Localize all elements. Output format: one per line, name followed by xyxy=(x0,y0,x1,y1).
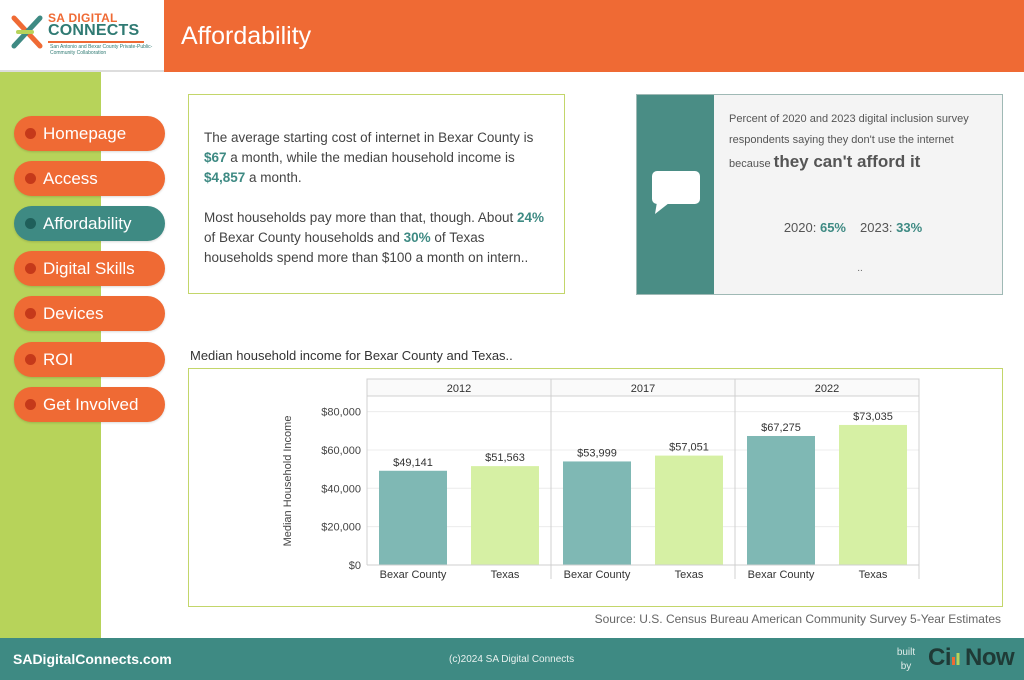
bar-value-label: $67,275 xyxy=(761,422,801,434)
summary-text: of Texas households spend more than $100… xyxy=(204,230,529,265)
cinow-ci: Ci xyxy=(928,644,952,671)
y-tick-label: $0 xyxy=(349,560,361,572)
nav-item-get-involved[interactable]: Get Involved xyxy=(14,387,165,422)
survey-question: Percent of 2020 and 2023 digital inclusi… xyxy=(729,109,991,175)
survey-emphasis: they can't afford it xyxy=(773,152,921,171)
footer: SADigitalConnects.com (c)2024 SA Digital… xyxy=(0,638,1024,680)
panel-year-label: 2017 xyxy=(631,383,655,395)
y-tick-label: $60,000 xyxy=(321,445,361,457)
summary-text: a month, while the median household inco… xyxy=(226,150,515,165)
bar xyxy=(563,461,631,565)
page-title: Affordability xyxy=(181,22,312,50)
panel-year-label: 2022 xyxy=(815,383,839,395)
nav-item-devices[interactable]: Devices xyxy=(14,296,165,331)
survey-intro: Percent of 2020 and 2023 digital inclusi… xyxy=(729,113,969,170)
y-axis-label: Median Household Income xyxy=(282,416,294,547)
stat-2020-label: 2020: xyxy=(783,220,820,235)
bullet-icon xyxy=(25,263,36,274)
logo-main-text: CONNECTS xyxy=(48,22,140,39)
bullet-icon xyxy=(25,128,36,139)
summary-text: a month. xyxy=(245,170,302,185)
summary-text: of Bexar County households and xyxy=(204,230,404,245)
texas-share-value: 30% xyxy=(403,230,431,245)
y-tick-label: $40,000 xyxy=(321,483,361,495)
logo-subtitle: San Antonio and Bexar County Private-Pub… xyxy=(50,44,153,56)
bar xyxy=(839,424,907,565)
cinow-logo[interactable]: Ci Now xyxy=(928,644,1015,672)
bar xyxy=(655,455,723,565)
bullet-icon xyxy=(25,308,36,319)
nav-item-affordability[interactable]: Affordability xyxy=(14,206,165,241)
x-category-label: Texas xyxy=(491,569,520,581)
stat-2023-label: 2023: xyxy=(860,220,897,235)
speech-bubble-icon xyxy=(652,171,700,214)
cinow-now: Now xyxy=(965,644,1015,671)
survey-more: .. xyxy=(857,263,863,274)
bar xyxy=(379,470,447,565)
bullet-icon xyxy=(25,173,36,184)
nav-label: Access xyxy=(43,169,98,188)
nav-label: Homepage xyxy=(43,124,127,143)
nav-label: ROI xyxy=(43,350,74,369)
stat-2020-value: 65% xyxy=(819,220,846,235)
x-category-label: Bexar County xyxy=(564,569,631,581)
stat-2023-value: 33% xyxy=(896,220,923,235)
survey-card: Percent of 2020 and 2023 digital inclusi… xyxy=(636,94,1003,295)
survey-stats: 2020: 65% 2023: 33% xyxy=(729,220,991,235)
bullet-icon xyxy=(25,399,36,410)
bullet-icon xyxy=(25,354,36,365)
panel-year-label: 2012 xyxy=(447,383,471,395)
internet-cost-value: $67 xyxy=(204,150,227,165)
summary-text: Most households pay more than that, thou… xyxy=(204,210,517,225)
bar-value-label: $49,141 xyxy=(393,457,433,469)
bexar-share-value: 24% xyxy=(516,210,544,225)
chart-title: Median household income for Bexar County… xyxy=(190,348,513,363)
summary-paragraph-spend: Most households pay more than that, thou… xyxy=(204,208,550,268)
logo-x-icon xyxy=(11,15,43,49)
bar-value-label: $57,051 xyxy=(669,442,709,454)
nav-label: Digital Skills xyxy=(43,259,135,278)
x-category-label: Texas xyxy=(675,569,704,581)
income-bar-chart: Median Household Income $0 $20,000 $40,000 $… xyxy=(282,378,920,581)
nav-item-homepage[interactable]: Homepage xyxy=(14,116,165,151)
nav-label: Affordability xyxy=(43,214,132,233)
logo[interactable]: SA DIGITAL CONNECTS San Antonio and Bexa… xyxy=(0,0,164,72)
bullet-icon xyxy=(25,218,36,229)
bar-value-label: $53,999 xyxy=(577,447,617,459)
nav-item-access[interactable]: Access xyxy=(14,161,165,196)
header-bar: SA DIGITAL CONNECTS San Antonio and Bexa… xyxy=(0,0,1024,72)
summary-card: The average starting cost of internet in… xyxy=(188,94,565,294)
logo-underline xyxy=(48,41,144,43)
nav-label: Devices xyxy=(43,304,104,323)
survey-card-sidebar xyxy=(637,95,714,294)
bar-chart-icon xyxy=(952,649,964,665)
built-by-label: built by xyxy=(896,647,916,672)
bar-value-label: $51,563 xyxy=(485,452,525,464)
summary-text: The average starting cost of internet in… xyxy=(204,130,534,145)
income-chart-card: Median Household Income $0 $20,000 $40,000 $… xyxy=(188,368,1003,607)
nav-label: Get Involved xyxy=(43,395,139,414)
summary-paragraph-cost: The average starting cost of internet in… xyxy=(204,128,550,188)
bar xyxy=(747,435,815,565)
bar xyxy=(471,466,539,565)
x-category-label: Bexar County xyxy=(748,569,815,581)
y-tick-label: $20,000 xyxy=(321,522,361,534)
bar-value-label: $73,035 xyxy=(853,411,893,423)
footer-copyright: (c)2024 SA Digital Connects xyxy=(449,654,575,665)
monthly-income-value: $4,857 xyxy=(204,170,246,185)
logo-top-text: SA DIGITAL xyxy=(48,11,118,25)
nav-item-digital-skills[interactable]: Digital Skills xyxy=(14,251,165,286)
source-note: Source: U.S. Census Bureau American Comm… xyxy=(594,612,1001,626)
x-category-label: Bexar County xyxy=(380,569,447,581)
nav-item-roi[interactable]: ROI xyxy=(14,342,165,377)
footer-site-link[interactable]: SADigitalConnects.com xyxy=(13,651,172,667)
y-tick-label: $80,000 xyxy=(321,407,361,419)
x-category-label: Texas xyxy=(859,569,888,581)
